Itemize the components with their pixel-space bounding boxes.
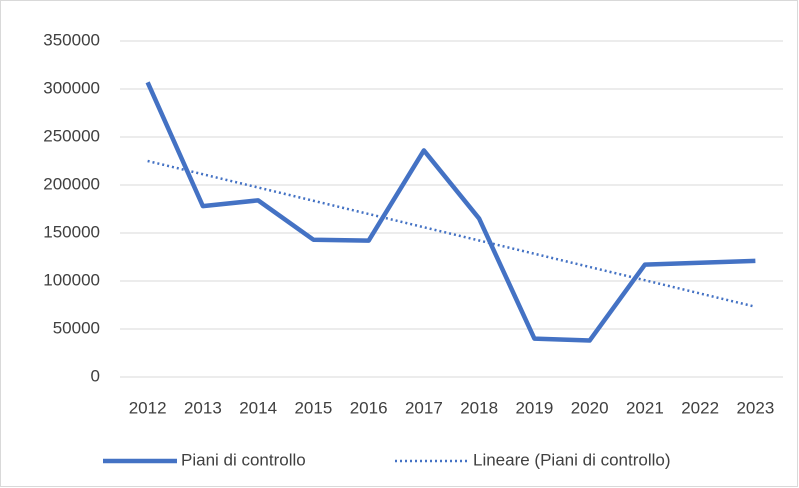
x-tick-label: 2013 — [184, 398, 222, 417]
legend-label: Lineare (Piani di controllo) — [473, 450, 671, 469]
trend-line — [147, 159, 756, 308]
y-tick-label: 50000 — [53, 318, 100, 337]
x-tick-label: 2020 — [571, 398, 609, 417]
x-tick-label: 2017 — [405, 398, 443, 417]
x-tick-label: 2022 — [681, 398, 719, 417]
data-line — [145, 81, 756, 343]
x-tick-label: 2023 — [736, 398, 774, 417]
legend-label: Piani di controllo — [181, 450, 306, 469]
x-tick-label: 2018 — [460, 398, 498, 417]
y-tick-label: 150000 — [43, 222, 100, 241]
x-tick-label: 2016 — [350, 398, 388, 417]
x-tick-label: 2019 — [515, 398, 553, 417]
y-tick-label: 100000 — [43, 270, 100, 289]
x-tick-label: 2014 — [239, 398, 277, 417]
x-tick-label: 2021 — [626, 398, 664, 417]
x-tick-label: 2012 — [129, 398, 167, 417]
y-tick-label: 300000 — [43, 78, 100, 97]
y-tick-label: 200000 — [43, 174, 100, 193]
y-tick-label: 0 — [91, 366, 100, 385]
y-tick-label: 350000 — [43, 30, 100, 49]
y-tick-label: 250000 — [43, 126, 100, 145]
x-tick-label: 2015 — [294, 398, 332, 417]
